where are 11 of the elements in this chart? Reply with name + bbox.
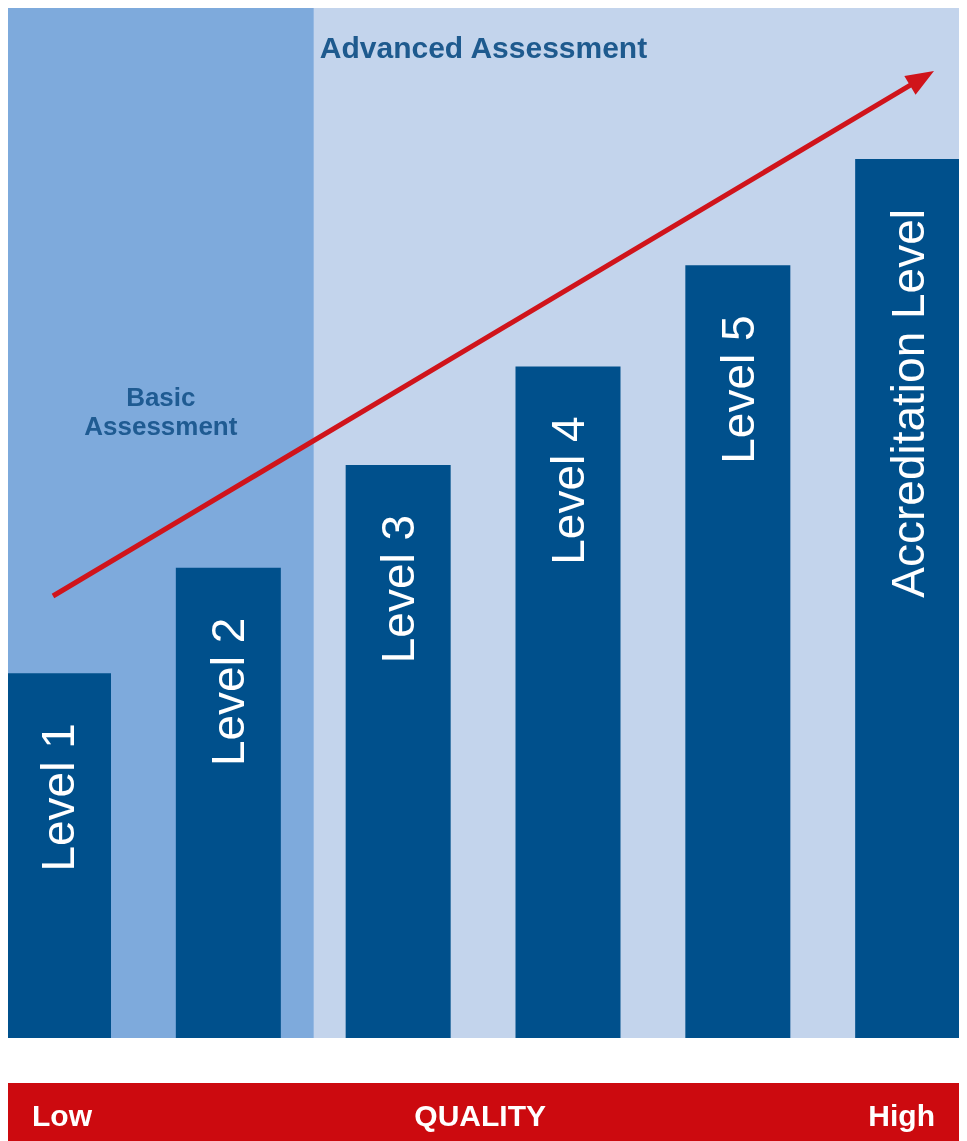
text: High <box>868 1099 935 1133</box>
band-label: Advanced Assessment <box>319 31 648 64</box>
x-tick-label: Accreditation Level <box>881 209 934 598</box>
x-axis-title: QUALITY <box>414 1099 546 1133</box>
x-tick-label: Level 3 <box>372 514 425 664</box>
x-tick-label: Level 2 <box>202 617 255 767</box>
x-tick-label: Level 1 <box>32 723 85 872</box>
band-label: Basic Assessment <box>84 382 238 441</box>
x-tick-label: Level 5 <box>711 315 764 464</box>
x-tick-label: Level 4 <box>542 416 594 565</box>
text: Low <box>32 1099 92 1133</box>
